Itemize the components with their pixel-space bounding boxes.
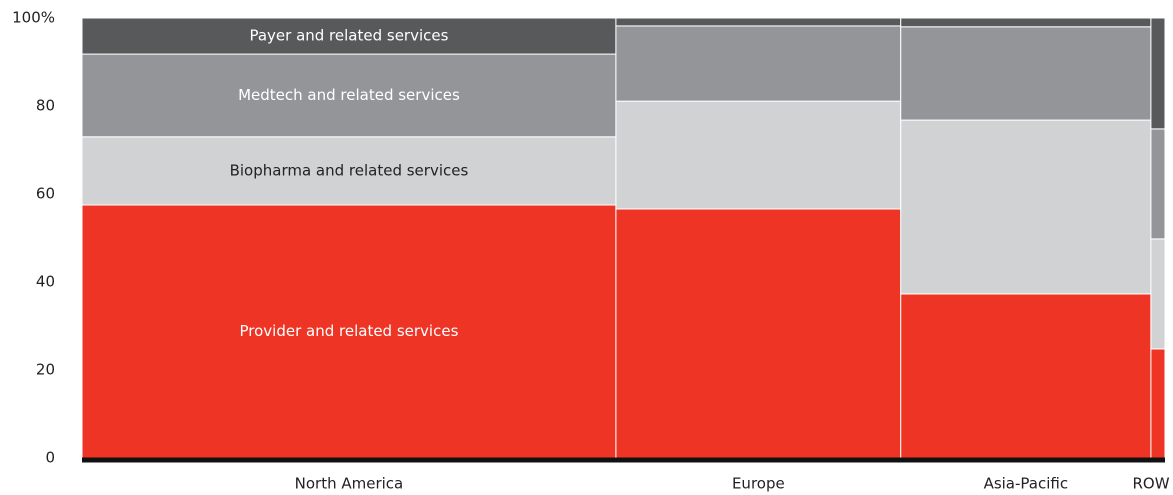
segment — [81, 17, 617, 55]
x-tick-label: ROW — [1132, 475, 1169, 493]
segment — [1150, 348, 1166, 459]
y-tick-label: 100% — [12, 9, 55, 27]
segment — [900, 26, 1152, 121]
segment-label: Provider and related services — [240, 322, 459, 340]
segment — [1150, 238, 1166, 350]
x-tick-label: North America — [295, 475, 404, 493]
segment — [615, 17, 902, 27]
y-tick-label: 80 — [36, 97, 55, 115]
segment — [900, 293, 1152, 459]
segment — [1150, 17, 1166, 130]
segment — [615, 25, 902, 102]
segment — [81, 204, 617, 459]
y-tick-label: 0 — [45, 449, 55, 467]
x-tick-label: Asia-Pacific — [984, 475, 1069, 493]
segment — [900, 17, 1152, 28]
segment — [615, 100, 902, 210]
y-tick-label: 40 — [36, 273, 55, 291]
segment-label: Medtech and related services — [238, 86, 460, 104]
segment-label: Payer and related services — [249, 27, 448, 45]
segment — [900, 119, 1152, 295]
segment — [615, 208, 902, 459]
x-tick-label: Europe — [732, 475, 785, 493]
y-tick-label: 20 — [36, 361, 55, 379]
segment — [81, 136, 617, 206]
segment — [1150, 128, 1166, 240]
segment-label: Biopharma and related services — [230, 161, 469, 179]
y-tick-label: 60 — [36, 185, 55, 203]
